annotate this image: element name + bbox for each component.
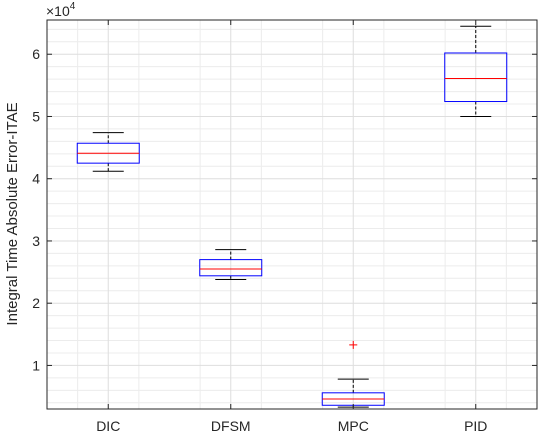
x-tick-label: MPC bbox=[338, 418, 369, 434]
box-dfsm bbox=[199, 259, 263, 277]
y-tick-label: 2 bbox=[32, 295, 40, 311]
y-tick-label: 4 bbox=[32, 171, 40, 187]
multiplier-base: ×10 bbox=[46, 3, 70, 19]
x-tick-label: PID bbox=[464, 418, 487, 434]
grid bbox=[47, 20, 537, 409]
y-tick-label: 3 bbox=[32, 233, 40, 249]
plot-area bbox=[47, 20, 537, 409]
y-tick-label: 6 bbox=[32, 46, 40, 62]
multiplier-exponent: 4 bbox=[70, 1, 76, 12]
axes: 1 2 3 4 5 6 DIC DFSM MPC PID bbox=[32, 20, 537, 434]
boxes bbox=[76, 25, 508, 408]
plot-frame bbox=[46, 19, 538, 410]
y-axis-title: Integral Time Absolute Error-ITAE bbox=[4, 102, 21, 325]
box-pid bbox=[444, 52, 508, 103]
x-tick-label: DIC bbox=[96, 418, 120, 434]
x-tick-label: DFSM bbox=[211, 418, 251, 434]
y-tick-label: 5 bbox=[32, 108, 40, 124]
y-tick-label: 1 bbox=[32, 357, 40, 373]
y-axis-multiplier: ×104 bbox=[46, 1, 76, 19]
